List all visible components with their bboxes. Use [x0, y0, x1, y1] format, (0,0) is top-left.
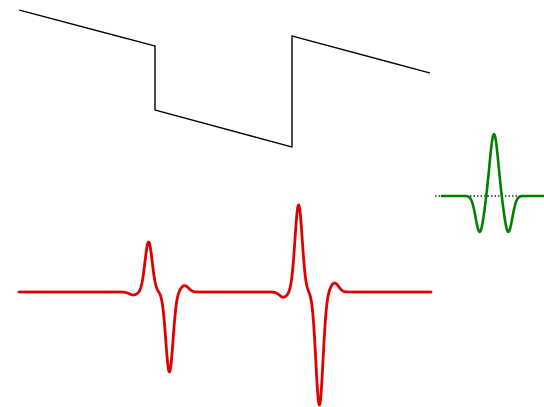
kernel-wavelet-curve [440, 132, 544, 234]
response-curve [17, 203, 433, 407]
input-signal-line [18, 9, 431, 148]
